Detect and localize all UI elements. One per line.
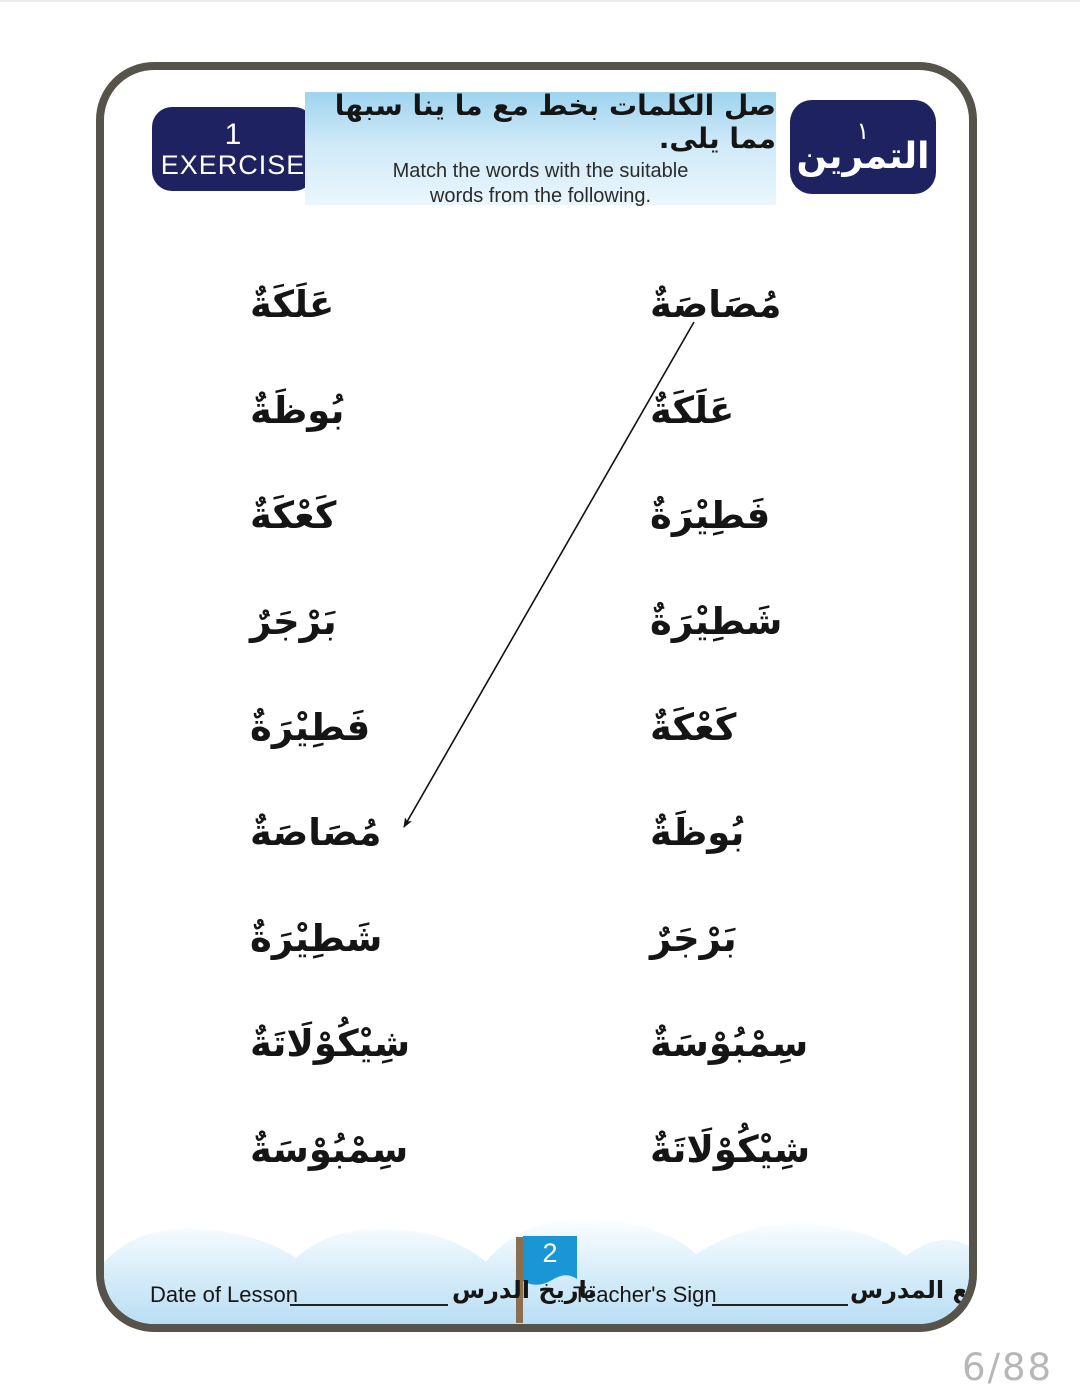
instruction-english: Match the words with the suitable words … (393, 159, 689, 209)
word-item: عَلَكَةٌ (250, 283, 335, 327)
worksheet-page-frame: 1 EXERCISE صل الكلمات بخط مع ما ينا سبها… (96, 62, 977, 1332)
word-item: بَرْجَرٌ (650, 916, 737, 960)
right-word-column: مُصَاصَةٌ عَلَكَةٌ فَطِيْرَةٌ شَطِيْرَةٌ كَع… (650, 252, 820, 1202)
date-of-lesson-label-arabic: تاريخ الدرس (452, 1276, 597, 1304)
date-of-lesson-line (290, 1304, 448, 1306)
tamreen-badge: ١ التمرين (790, 100, 936, 194)
flag-page-number: 2 (542, 1238, 558, 1268)
teachers-sign-line (712, 1304, 848, 1306)
word-item: مُصَاصَةٌ (650, 283, 782, 327)
viewport-top-divider (0, 0, 1080, 2)
word-item: شِيْكُوْلَاتَةٌ (250, 1022, 411, 1066)
word-item: بُوظَةٌ (650, 811, 745, 855)
instruction-box: صل الكلمات بخط مع ما ينا سبها مما يلى. M… (305, 88, 776, 207)
instruction-english-line1: Match the words with the suitable (392, 159, 689, 182)
exercise-badge: 1 EXERCISE (152, 107, 314, 191)
word-item: فَطِيْرَةٌ (650, 494, 771, 538)
page-flag-icon: 2 (523, 1236, 579, 1295)
instruction-arabic: صل الكلمات بخط مع ما ينا سبها مما يلى. (334, 88, 776, 155)
teachers-sign-label-arabic: توقيع المدرس (850, 1276, 977, 1304)
word-item: بَرْجَرٌ (250, 599, 337, 643)
word-item: سِمْبُوْسَةٌ (250, 1127, 409, 1171)
tamreen-number: ١ (856, 117, 870, 145)
word-item: بُوظَةٌ (250, 388, 345, 432)
word-item: كَعْكَةٌ (650, 705, 737, 749)
word-item: شِيْكُوْلَاتَةٌ (650, 1127, 811, 1171)
word-item: مُصَاصَةٌ (250, 811, 382, 855)
word-item: سِمْبُوْسَةٌ (650, 1022, 809, 1066)
viewer-page-indicator: 6/88 (962, 1346, 1054, 1389)
word-item: فَطِيْرَةٌ (250, 705, 371, 749)
tamreen-label: التمرين (796, 136, 930, 177)
date-of-lesson-label: Date of Lesson (150, 1282, 298, 1307)
left-word-column: عَلَكَةٌ بُوظَةٌ كَعْكَةٌ بَرْجَرٌ فَطِيْرَة… (250, 252, 411, 1202)
instruction-english-line2: words from the following. (429, 184, 652, 207)
word-item: شَطِيْرَةٌ (250, 916, 383, 960)
exercise-label: EXERCISE (160, 149, 306, 180)
flag-pole (516, 1237, 523, 1323)
teachers-sign-label: Teacher's Sign (573, 1282, 717, 1307)
word-item: كَعْكَةٌ (250, 494, 337, 538)
exercise-number: 1 (224, 118, 242, 152)
word-item: عَلَكَةٌ (650, 388, 735, 432)
word-item: شَطِيْرَةٌ (650, 599, 783, 643)
